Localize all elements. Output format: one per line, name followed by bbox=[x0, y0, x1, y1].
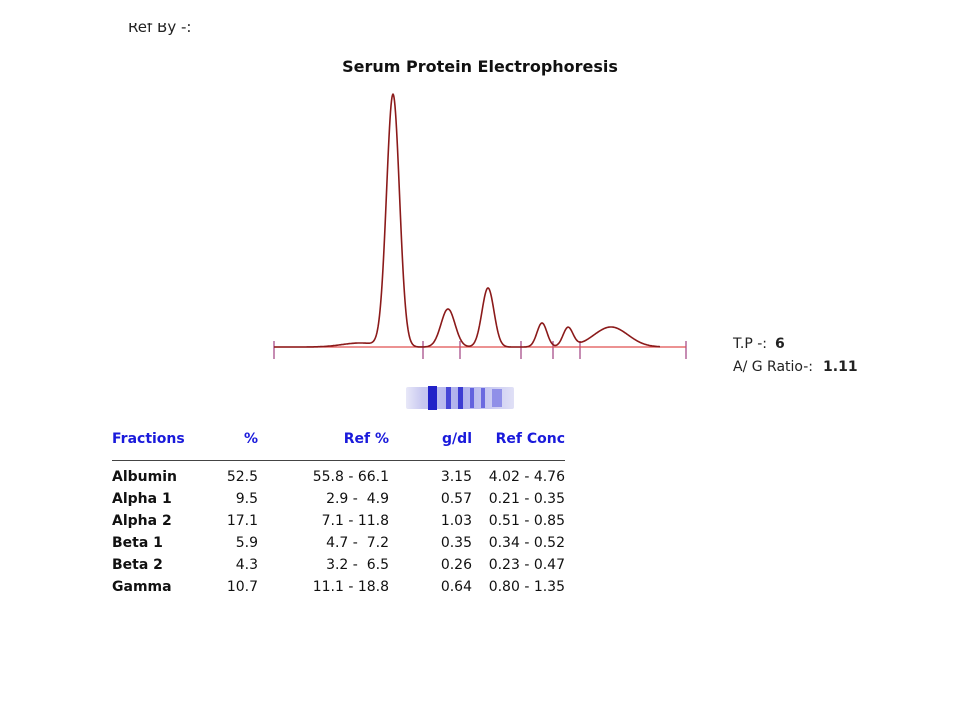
fraction-name: Gamma bbox=[112, 579, 172, 595]
ag-ratio: A/ G Ratio-: 1.11 bbox=[733, 359, 858, 375]
total-protein: T.P -: 6 bbox=[733, 336, 785, 352]
fraction-ref-conc: 0.21 - 0.35 bbox=[488, 491, 565, 507]
fraction-ref-percent: 4.7 - 7.2 bbox=[326, 535, 389, 551]
table-row: Alpha 2 17.1 7.1 - 11.8 1.03 0.51 - 0.85 bbox=[112, 510, 565, 532]
report-title: Serum Protein Electrophoresis bbox=[0, 57, 960, 76]
fraction-ref-percent: 11.1 - 18.8 bbox=[312, 579, 389, 595]
fraction-gdl: 0.26 bbox=[440, 557, 472, 573]
gel-band-gamma bbox=[492, 389, 502, 407]
total-protein-value: 6 bbox=[775, 336, 785, 352]
header-gdl: g/dl bbox=[389, 428, 472, 461]
fraction-percent: 9.5 bbox=[235, 491, 258, 507]
gel-band-albumin bbox=[428, 386, 437, 410]
fraction-name: Alpha 2 bbox=[112, 513, 172, 529]
table-row: Alpha 1 9.5 2.9 - 4.9 0.57 0.21 - 0.35 bbox=[112, 488, 565, 510]
fraction-ref-percent: 2.9 - 4.9 bbox=[326, 491, 389, 507]
header-percent: % bbox=[212, 428, 258, 461]
fraction-ref-conc: 0.23 - 0.47 bbox=[488, 557, 565, 573]
electrophoresis-curve bbox=[274, 92, 660, 348]
table-row: Gamma 10.7 11.1 - 18.8 0.64 0.80 - 1.35 bbox=[112, 576, 565, 598]
table-row: Albumin 52.5 55.8 - 66.1 3.15 4.02 - 4.7… bbox=[112, 461, 565, 489]
fraction-name: Beta 1 bbox=[112, 535, 163, 551]
fraction-percent: 52.5 bbox=[226, 469, 258, 485]
header-ref-percent: Ref % bbox=[258, 428, 389, 461]
fraction-gdl: 0.64 bbox=[440, 579, 472, 595]
fraction-ref-percent: 3.2 - 6.5 bbox=[326, 557, 389, 573]
fraction-percent: 5.9 bbox=[235, 535, 258, 551]
header-ref-conc: Ref Conc bbox=[472, 428, 565, 461]
table-header-row: Fractions % Ref % g/dl Ref Conc bbox=[112, 428, 565, 461]
fraction-ticks bbox=[273, 341, 687, 359]
fraction-ref-percent: 55.8 - 66.1 bbox=[312, 469, 389, 485]
fraction-gdl: 0.35 bbox=[440, 535, 472, 551]
fraction-ref-conc: 0.51 - 0.85 bbox=[488, 513, 565, 529]
header-fractions: Fractions bbox=[112, 428, 212, 461]
gel-band-beta1 bbox=[470, 388, 474, 408]
table-row: Beta 1 5.9 4.7 - 7.2 0.35 0.34 - 0.52 bbox=[112, 532, 565, 554]
ag-ratio-value: 1.11 bbox=[823, 359, 858, 375]
fraction-percent: 4.3 bbox=[235, 557, 258, 573]
fraction-name: Alpha 1 bbox=[112, 491, 172, 507]
ag-ratio-label: A/ G Ratio-: bbox=[733, 359, 814, 375]
report-title-text: Serum Protein Electrophoresis bbox=[342, 57, 618, 76]
fraction-name: Albumin bbox=[112, 469, 177, 485]
fraction-name: Beta 2 bbox=[112, 557, 163, 573]
fraction-ref-percent: 7.1 - 11.8 bbox=[321, 513, 389, 529]
fractions-table: Fractions % Ref % g/dl Ref Conc Albumin … bbox=[112, 428, 565, 598]
fraction-gdl: 3.15 bbox=[440, 469, 472, 485]
fraction-percent: 17.1 bbox=[226, 513, 258, 529]
fraction-ref-conc: 0.34 - 0.52 bbox=[488, 535, 565, 551]
gel-band-alpha1 bbox=[446, 387, 451, 409]
total-protein-label: T.P -: bbox=[733, 336, 768, 352]
fraction-ref-conc: 0.80 - 1.35 bbox=[488, 579, 565, 595]
fraction-gdl: 0.57 bbox=[440, 491, 472, 507]
gel-band-strip bbox=[406, 386, 514, 410]
fraction-ref-conc: 4.02 - 4.76 bbox=[488, 469, 565, 485]
ref-by-label: Ref By -: bbox=[128, 18, 192, 36]
fraction-gdl: 1.03 bbox=[440, 513, 472, 529]
gel-band-beta2 bbox=[481, 388, 485, 408]
table-row: Beta 2 4.3 3.2 - 6.5 0.26 0.23 - 0.47 bbox=[112, 554, 565, 576]
fraction-percent: 10.7 bbox=[226, 579, 258, 595]
gel-band-alpha2 bbox=[458, 387, 463, 409]
